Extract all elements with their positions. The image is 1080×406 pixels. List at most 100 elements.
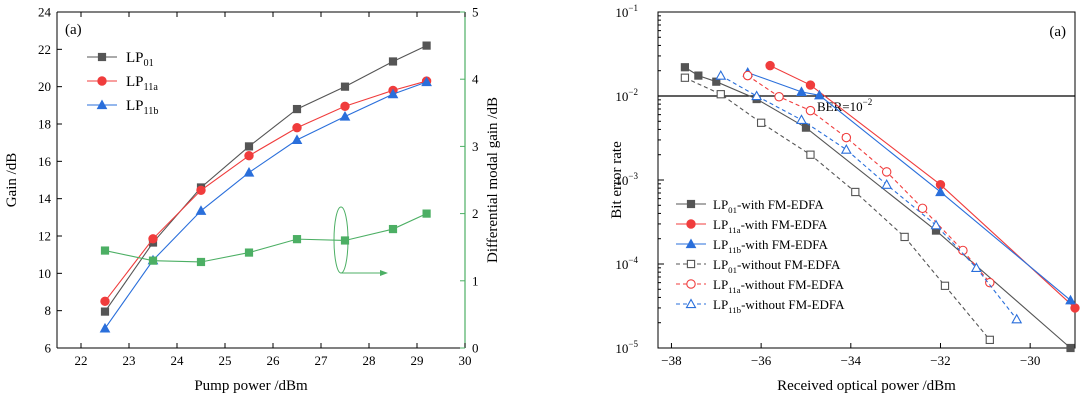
legend-label-suffix: -with FM-EDFA [737, 197, 824, 212]
panel-label: (a) [65, 22, 82, 38]
y-tick-label: 20 [38, 79, 51, 94]
legend-marker [96, 99, 108, 110]
y-tick-exponent: −4 [628, 255, 638, 265]
data-point [751, 90, 763, 101]
series-line-0 [104, 45, 427, 312]
data-point [340, 101, 350, 111]
data-point [814, 89, 825, 100]
data-point [100, 296, 110, 307]
data-point [244, 248, 254, 257]
y2-axis-title: Differential modal gain /dB [485, 97, 501, 263]
legend-label-subscript: 11b [728, 245, 742, 255]
x-tick-label: −36 [751, 353, 772, 368]
legend-label: LP11b-with FM-EDFA [713, 237, 828, 255]
data-point [796, 86, 807, 96]
data-point [292, 123, 302, 133]
legend-label: LP01 [126, 50, 154, 69]
data-point [881, 167, 892, 177]
data-point [195, 205, 207, 215]
data-point [243, 167, 255, 177]
data-point [716, 90, 725, 99]
legend-label: LP11b [126, 98, 158, 117]
series-line-1 [104, 80, 427, 302]
data-point [801, 123, 811, 132]
legend-marker [97, 52, 107, 62]
legend-label-suffix: -with FM-EDFA [741, 237, 828, 252]
data-point [917, 203, 928, 214]
data-point [388, 57, 398, 66]
y2-tick-label: 4 [472, 72, 479, 87]
y-tick-label: 6 [45, 341, 52, 356]
data-point [292, 104, 302, 114]
data-point [851, 187, 860, 197]
data-point [881, 179, 893, 189]
data-point [1070, 303, 1080, 313]
gain-chart-panel: 22 23 24 25 26 27 28 29 306810121416182022240123… [4, 5, 501, 395]
data-point [900, 232, 909, 242]
data-point [930, 219, 942, 230]
series-line-3 [104, 213, 427, 263]
legend-label: LP11b-without FM-EDFA [713, 297, 845, 315]
x-tick-label: −32 [930, 353, 950, 368]
y2-tick-label: 1 [472, 273, 479, 288]
legend-marker [685, 238, 697, 249]
series-line-3 [684, 77, 991, 341]
legend-label-suffix: -without FM-EDFA [737, 257, 841, 272]
legend-label-base: LP [713, 277, 728, 292]
data-point [244, 151, 254, 161]
y2-tick-label: 3 [472, 139, 479, 154]
data-point [1066, 343, 1075, 353]
legend-label: LP01-without FM-EDFA [713, 257, 841, 275]
legend-label-suffix: -with FM-EDFA [741, 217, 828, 232]
legend-marker [686, 259, 696, 269]
data-point [387, 88, 399, 99]
legend-label-subscript: 11a [728, 225, 741, 235]
data-point [421, 76, 432, 87]
x-tick-label: 30 [459, 353, 472, 368]
legend-marker [686, 219, 696, 229]
x-tick-label: −30 [1020, 353, 1040, 368]
legend-label-subscript: 01 [728, 205, 737, 215]
data-point [388, 224, 398, 234]
legend-label-suffix: -without FM-EDFA [741, 277, 845, 292]
x-tick-label: 29 [411, 353, 424, 368]
data-point [148, 234, 158, 244]
x-axis-title: Received optical power /dBm [777, 378, 956, 394]
y-tick-base: 10 [615, 257, 628, 272]
legend-label-subscript: 01 [144, 58, 154, 69]
y-tick-label: 22 [38, 42, 51, 57]
data-point [985, 277, 995, 288]
data-point [196, 185, 206, 195]
data-point [756, 118, 766, 127]
x-tick-label: 26 [267, 353, 281, 368]
legend-label: LP11a-without FM-EDFA [713, 277, 845, 295]
y-tick-base: 10 [615, 341, 628, 356]
legend-label-base: LP [713, 197, 728, 212]
y-tick-base: 10 [615, 89, 628, 104]
y-tick-label: 16 [38, 154, 52, 169]
x-tick-label: −38 [661, 353, 681, 368]
legend-label: LP11a-with FM-EDFA [713, 217, 828, 235]
data-point [680, 63, 690, 72]
y-tick-label: 10−2 [615, 87, 638, 104]
data-point [196, 257, 206, 267]
data-point [99, 322, 111, 333]
y-axis-title: Bit error rate [609, 141, 625, 219]
data-point [970, 262, 982, 272]
legend-label-base: LP [126, 74, 144, 90]
data-point [940, 281, 950, 290]
legend-label-subscript: 11a [728, 285, 741, 295]
data-point [1065, 294, 1076, 305]
x-tick-label: 27 [315, 353, 329, 368]
legend-label: LP01-with FM-EDFA [713, 197, 824, 215]
y2-tick-label: 5 [472, 5, 479, 20]
y-tick-exponent: −2 [628, 87, 638, 97]
ber-chart-panel: −38 −36 −34 −32 −3010−510−410−310−210−1Recei… [609, 3, 1080, 394]
legend-marker [685, 298, 697, 309]
legend-marker [97, 76, 107, 86]
x-tick-label: −34 [841, 353, 862, 368]
data-point [148, 256, 158, 265]
data-point [340, 236, 350, 245]
legend-label: LP11a [126, 74, 158, 93]
y-tick-exponent: −3 [628, 171, 638, 181]
